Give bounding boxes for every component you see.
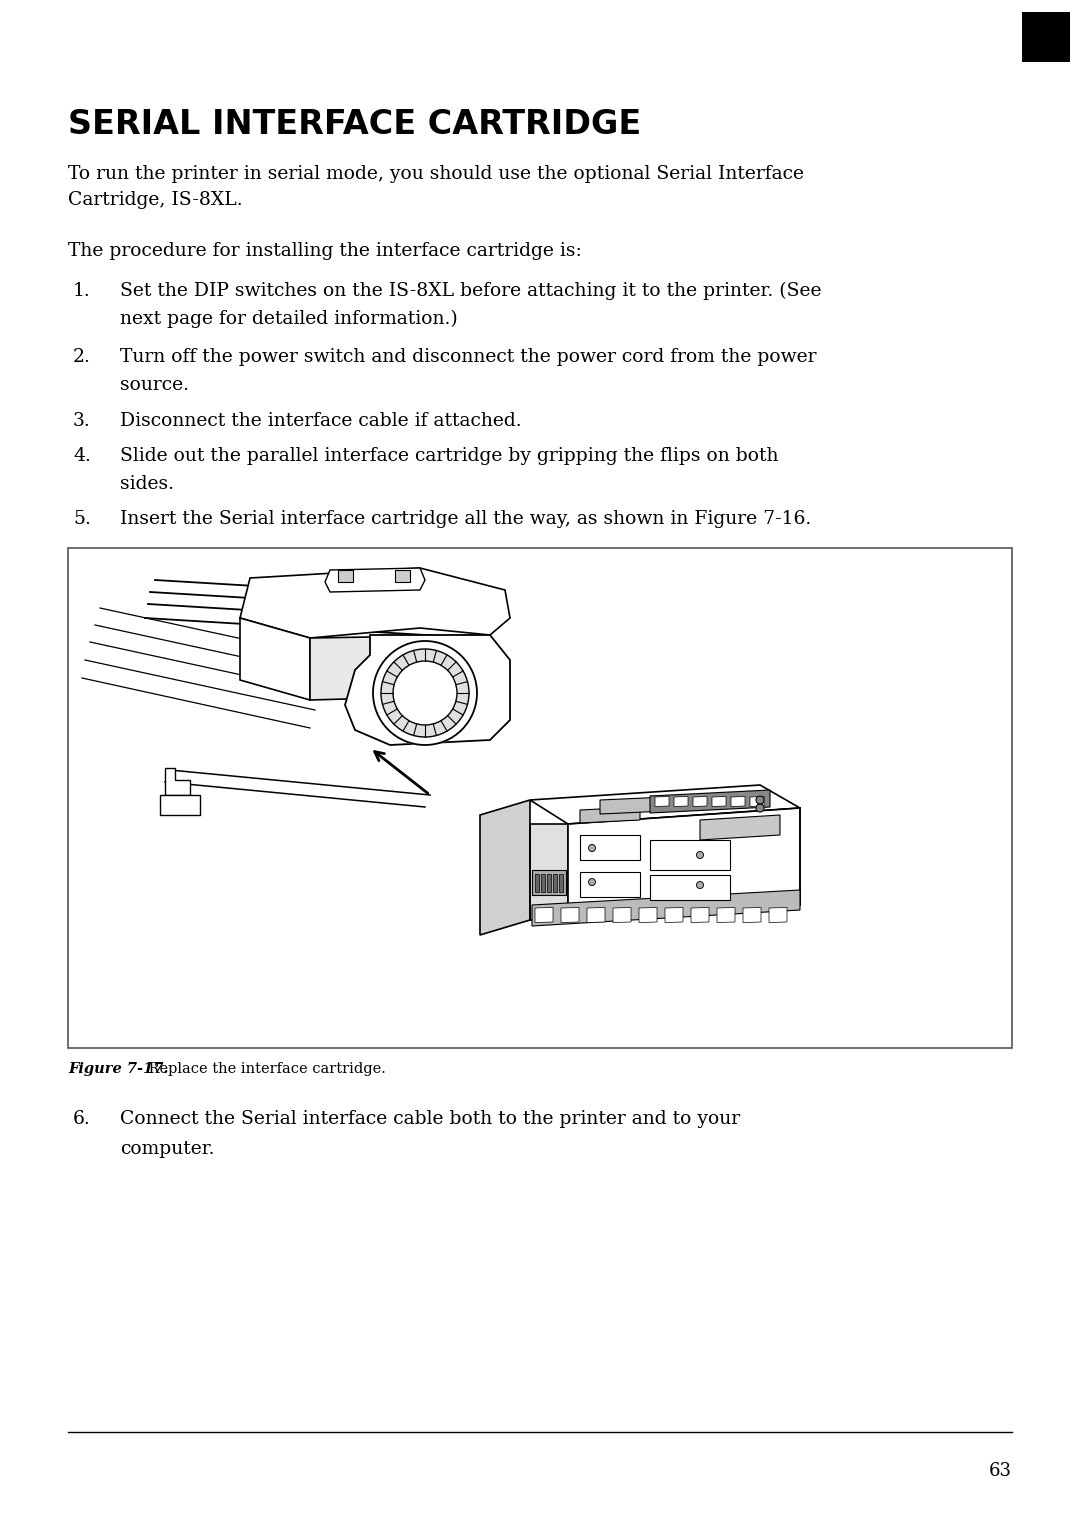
Bar [338,570,353,582]
Bar [546,874,551,892]
Polygon shape [750,797,764,807]
Text: 5.: 5. [73,510,91,528]
Text: Set the DIP switches on the IS-8XL before attaching it to the printer. (See: Set the DIP switches on the IS-8XL befor… [120,282,822,300]
Bar [68,548,1012,1048]
Polygon shape [712,797,726,807]
Polygon shape [580,807,640,822]
Polygon shape [650,790,770,813]
Polygon shape [240,618,310,701]
Bar [580,835,640,860]
Polygon shape [240,568,510,638]
Polygon shape [769,908,787,923]
Polygon shape [654,797,669,807]
Circle shape [697,882,703,888]
Polygon shape [600,797,690,813]
Polygon shape [325,568,426,592]
Bar [1022,12,1070,62]
Polygon shape [561,908,579,923]
Polygon shape [700,815,780,841]
Circle shape [381,649,469,737]
Text: source.: source. [120,376,189,394]
Text: 63: 63 [989,1462,1012,1480]
Circle shape [756,804,764,812]
Polygon shape [165,768,190,795]
Bar [650,876,730,900]
Polygon shape [530,824,568,920]
Polygon shape [345,635,510,745]
Text: Slide out the parallel interface cartridge by gripping the flips on both: Slide out the parallel interface cartrid… [120,446,779,465]
Text: next page for detailed information.): next page for detailed information.) [120,311,458,329]
Polygon shape [639,908,657,923]
Text: 3.: 3. [73,413,91,429]
Polygon shape [665,908,683,923]
Polygon shape [568,809,800,920]
Polygon shape [691,908,708,923]
Text: Replace the interface cartridge.: Replace the interface cartridge. [144,1062,386,1077]
Polygon shape [693,797,707,807]
Circle shape [589,844,595,851]
Text: Insert the Serial interface cartridge all the way, as shown in Figure 7-16.: Insert the Serial interface cartridge al… [120,510,811,528]
Text: computer.: computer. [120,1141,215,1157]
Polygon shape [160,795,200,815]
Polygon shape [535,908,553,923]
Text: Turn off the power switch and disconnect the power cord from the power: Turn off the power switch and disconnect… [120,347,816,366]
Text: SERIAL INTERFACE CARTRIDGE: SERIAL INTERFACE CARTRIDGE [68,108,642,142]
Bar [395,570,410,582]
Polygon shape [674,797,688,807]
Polygon shape [731,797,745,807]
Bar [541,874,545,892]
Polygon shape [743,908,761,923]
Text: 6.: 6. [73,1110,91,1129]
Polygon shape [310,635,490,701]
Text: The procedure for installing the interface cartridge is:: The procedure for installing the interfa… [68,242,582,260]
Text: Figure 7-17.: Figure 7-17. [68,1062,168,1077]
Polygon shape [588,908,605,923]
Text: 2.: 2. [73,347,91,366]
Circle shape [393,661,457,725]
Text: Connect the Serial interface cable both to the printer and to your: Connect the Serial interface cable both … [120,1110,740,1129]
Bar [559,874,563,892]
Polygon shape [532,889,800,926]
Circle shape [697,851,703,859]
Text: sides.: sides. [120,475,174,493]
Bar [580,873,640,897]
Polygon shape [480,800,530,935]
Bar [535,874,539,892]
Polygon shape [532,870,566,896]
Polygon shape [717,908,735,923]
Text: 1.: 1. [73,282,91,300]
Circle shape [756,797,764,804]
Polygon shape [530,784,800,824]
Circle shape [589,879,595,885]
Bar [650,841,730,870]
Text: To run the printer in serial mode, you should use the optional Serial Interface
: To run the printer in serial mode, you s… [68,164,804,209]
Bar [553,874,557,892]
Text: Disconnect the interface cable if attached.: Disconnect the interface cable if attach… [120,413,522,429]
Text: 4.: 4. [73,446,91,465]
Polygon shape [613,908,631,923]
Circle shape [373,641,477,745]
